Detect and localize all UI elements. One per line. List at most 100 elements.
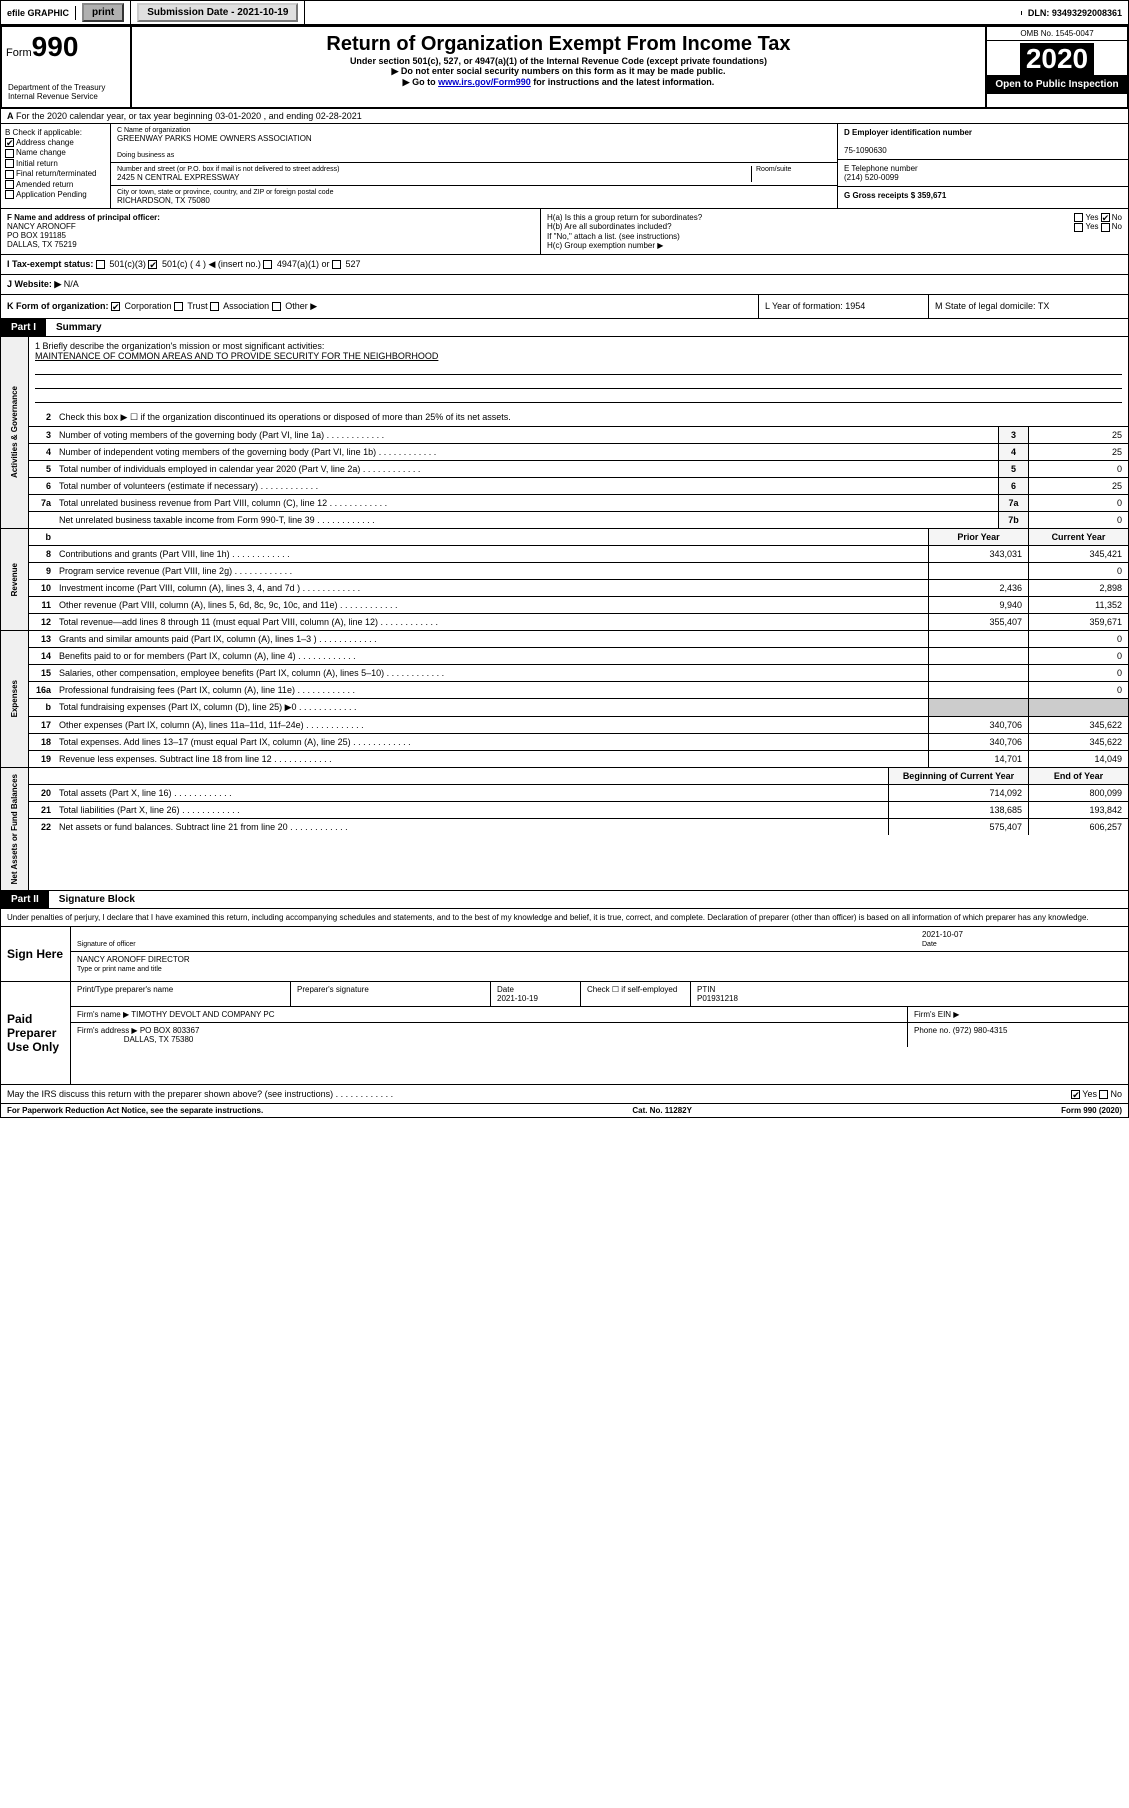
underline — [35, 391, 1122, 403]
exp-vlabel: Expenses — [1, 631, 29, 767]
row-value: 0 — [1028, 495, 1128, 511]
footer: For Paperwork Reduction Act Notice, see … — [0, 1104, 1129, 1118]
ptin-label: PTIN — [697, 985, 715, 994]
check-icon[interactable] — [332, 260, 341, 269]
section-h: H(a) Is this a group return for subordin… — [541, 209, 1128, 254]
omb-number: OMB No. 1545-0047 — [987, 27, 1127, 41]
chk-initial[interactable]: Initial return — [5, 159, 106, 168]
chk-amended[interactable]: Amended return — [5, 180, 106, 189]
row-text: Number of independent voting members of … — [55, 444, 998, 460]
part1-title: Summary — [46, 319, 1128, 336]
col-c-org-info: C Name of organization GREENWAY PARKS HO… — [111, 124, 838, 208]
check-icon[interactable] — [272, 302, 281, 311]
row-num: b — [29, 699, 55, 716]
form-title: Return of Organization Exempt From Incom… — [138, 33, 979, 56]
check-icon[interactable] — [1071, 1090, 1080, 1099]
net-vlabel: Net Assets or Fund Balances — [1, 768, 29, 890]
submission-date[interactable]: Submission Date - 2021-10-19 — [137, 3, 298, 22]
dept-label: Department of the Treasury Internal Reve… — [6, 81, 126, 103]
prior-value: 340,706 — [928, 734, 1028, 750]
discuss-label: May the IRS discuss this return with the… — [7, 1089, 393, 1099]
check-icon[interactable] — [96, 260, 105, 269]
chk-pending[interactable]: Application Pending — [5, 190, 106, 199]
table-row: 9 Program service revenue (Part VIII, li… — [29, 563, 1128, 580]
row-num: 19 — [29, 751, 55, 767]
row-text: Other revenue (Part VIII, column (A), li… — [55, 597, 928, 613]
check-icon[interactable] — [1074, 213, 1083, 222]
part1-header: Part I Summary — [0, 319, 1129, 337]
table-row: 22 Net assets or fund balances. Subtract… — [29, 819, 1128, 835]
row-num: 20 — [29, 785, 55, 801]
table-row: 13 Grants and similar amounts paid (Part… — [29, 631, 1128, 648]
tax-year-text: For the 2020 calendar year, or tax year … — [16, 111, 362, 121]
check-icon[interactable] — [1099, 1090, 1108, 1099]
check-icon[interactable] — [1101, 213, 1110, 222]
table-row: 15 Salaries, other compensation, employe… — [29, 665, 1128, 682]
current-value: 11,352 — [1028, 597, 1128, 613]
org-name-cell: C Name of organization GREENWAY PARKS HO… — [111, 124, 837, 163]
row-num: 8 — [29, 546, 55, 562]
check-icon[interactable] — [174, 302, 183, 311]
sig-label: Signature of officer — [77, 941, 136, 948]
current-value: 193,842 — [1028, 802, 1128, 818]
check-icon[interactable] — [1101, 223, 1110, 232]
row-num: 6 — [29, 478, 55, 494]
check-icon[interactable] — [210, 302, 219, 311]
website-label: J Website: ▶ — [7, 279, 61, 289]
preparer-row3: Firm's address ▶ PO BOX 803367 DALLAS, T… — [71, 1023, 1128, 1047]
officer-name: NANCY ARONOFF — [7, 222, 76, 231]
irs-link[interactable]: www.irs.gov/Form990 — [438, 77, 531, 87]
current-value: 0 — [1028, 665, 1128, 681]
street-address: 2425 N CENTRAL EXPRESSWAY — [117, 173, 751, 182]
row-text: Program service revenue (Part VIII, line… — [55, 563, 928, 579]
col-d-right: D Employer identification number 75-1090… — [838, 124, 1128, 208]
submission-cell: Submission Date - 2021-10-19 — [131, 1, 305, 24]
org-name: GREENWAY PARKS HOME OWNERS ASSOCIATION — [117, 134, 831, 143]
paid-preparer-row: Paid Preparer Use Only Print/Type prepar… — [0, 982, 1129, 1085]
gross-cell: G Gross receipts $ 359,671 — [838, 187, 1128, 204]
current-value: 14,049 — [1028, 751, 1128, 767]
revenue-section: Revenue b Prior Year Current Year 8 Cont… — [0, 529, 1129, 631]
row-text: Benefits paid to or for members (Part IX… — [55, 648, 928, 664]
chk-address[interactable]: Address change — [5, 138, 106, 147]
underline — [35, 363, 1122, 375]
row-text: Number of voting members of the governin… — [55, 427, 998, 443]
check-icon[interactable] — [148, 260, 157, 269]
street-label: Number and street (or P.O. box if mail i… — [117, 166, 751, 173]
check-icon[interactable] — [111, 302, 120, 311]
chk-final[interactable]: Final return/terminated — [5, 169, 106, 178]
row-text: Investment income (Part VIII, column (A)… — [55, 580, 928, 596]
prior-value — [928, 699, 1028, 716]
current-value: 345,622 — [1028, 717, 1128, 733]
officer-addr2: DALLAS, TX 75219 — [7, 240, 77, 249]
col-b-header: B Check if applicable: — [5, 128, 106, 137]
city-cell: City or town, state or province, country… — [111, 186, 837, 208]
name-label: Type or print name and title — [77, 966, 162, 973]
print-button[interactable]: print — [82, 3, 124, 22]
tel-cell: E Telephone number (214) 520-0099 — [838, 160, 1128, 187]
subtitle-3: ▶ Go to www.irs.gov/Form990 for instruct… — [138, 77, 979, 88]
hb-label: H(b) Are all subordinates included? — [547, 222, 672, 231]
table-row: 16a Professional fundraising fees (Part … — [29, 682, 1128, 699]
row-num: 13 — [29, 631, 55, 647]
tax-status-label: I Tax-exempt status: — [7, 259, 93, 269]
chk-name[interactable]: Name change — [5, 148, 106, 157]
current-value: 0 — [1028, 563, 1128, 579]
prior-value: 2,436 — [928, 580, 1028, 596]
prior-value: 355,407 — [928, 614, 1028, 630]
row-box: 4 — [998, 444, 1028, 460]
prior-value: 575,407 — [888, 819, 1028, 835]
row-text: Total unrelated business revenue from Pa… — [55, 495, 998, 511]
check-icon[interactable] — [263, 260, 272, 269]
row-j-website: J Website: ▶ N/A — [0, 275, 1129, 295]
sign-here-label: Sign Here — [1, 927, 71, 981]
row-box: 6 — [998, 478, 1028, 494]
check-icon — [5, 159, 14, 168]
row-num: 15 — [29, 665, 55, 681]
current-value: 606,257 — [1028, 819, 1128, 835]
table-row: 4 Number of independent voting members o… — [29, 444, 1128, 461]
rev-vlabel: Revenue — [1, 529, 29, 630]
signer-name: NANCY ARONOFF DIRECTOR — [77, 955, 190, 964]
room-label: Room/suite — [756, 166, 831, 173]
check-icon[interactable] — [1074, 223, 1083, 232]
